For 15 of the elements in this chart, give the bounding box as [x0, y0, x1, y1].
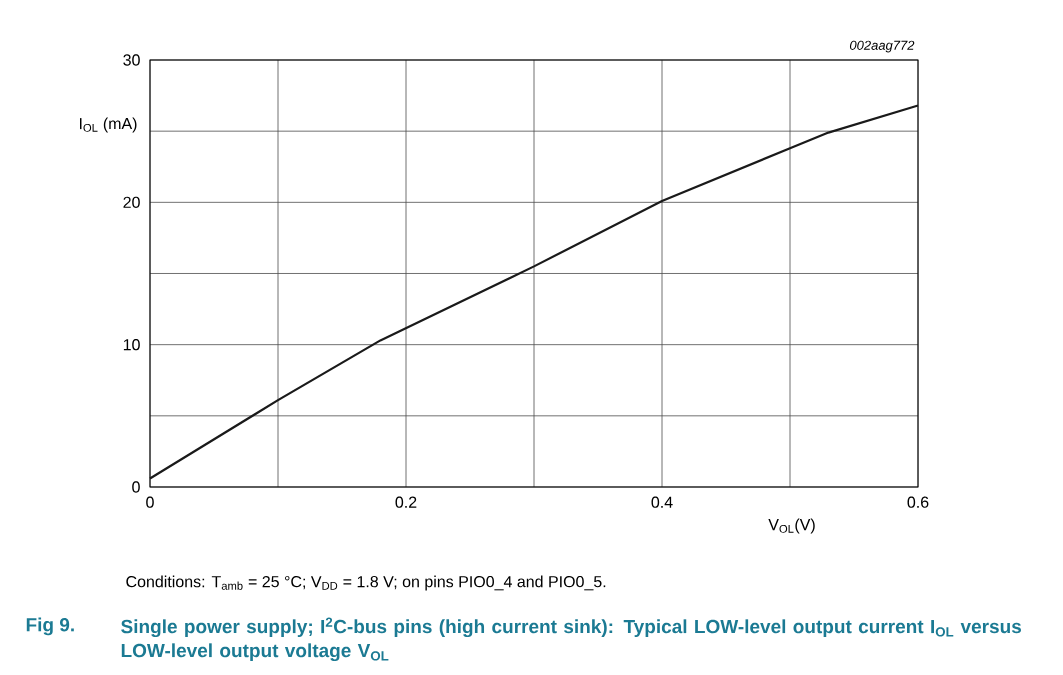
x-tick-label: 0.4 [651, 496, 673, 508]
y-tick-label: 0 [132, 481, 140, 493]
x-tick-label: 0 [146, 496, 154, 508]
line-series [148, 104, 920, 480]
y-tick-label: 30 [123, 54, 140, 66]
x-tick-label: 0.2 [395, 496, 417, 508]
text: 002aag772 [849, 40, 915, 53]
y-axis-title: I$_{OL}$ (mA) [79, 117, 137, 133]
x-axis-title: V$_{OL}$(V) [768, 518, 815, 534]
y-tick-label: 20 [123, 196, 140, 208]
text: Conditions: T$_{amb}$ = 25 °C; V$_{DD}$ = 1.8 V; on pins PIO0_4 and PIO0_5. [126, 575, 606, 591]
caption: Fig 9. [26, 617, 74, 636]
x-tick-label: 0.6 [907, 496, 929, 508]
chart-title: Single power supply; I$^{2}$C-bus pins (high current sink): Typical LOW-level output current I$_{OL}$ versus LOW-level output voltage V$_{OL}$ [121, 617, 1022, 662]
y-tick-label: 10 [123, 339, 140, 351]
